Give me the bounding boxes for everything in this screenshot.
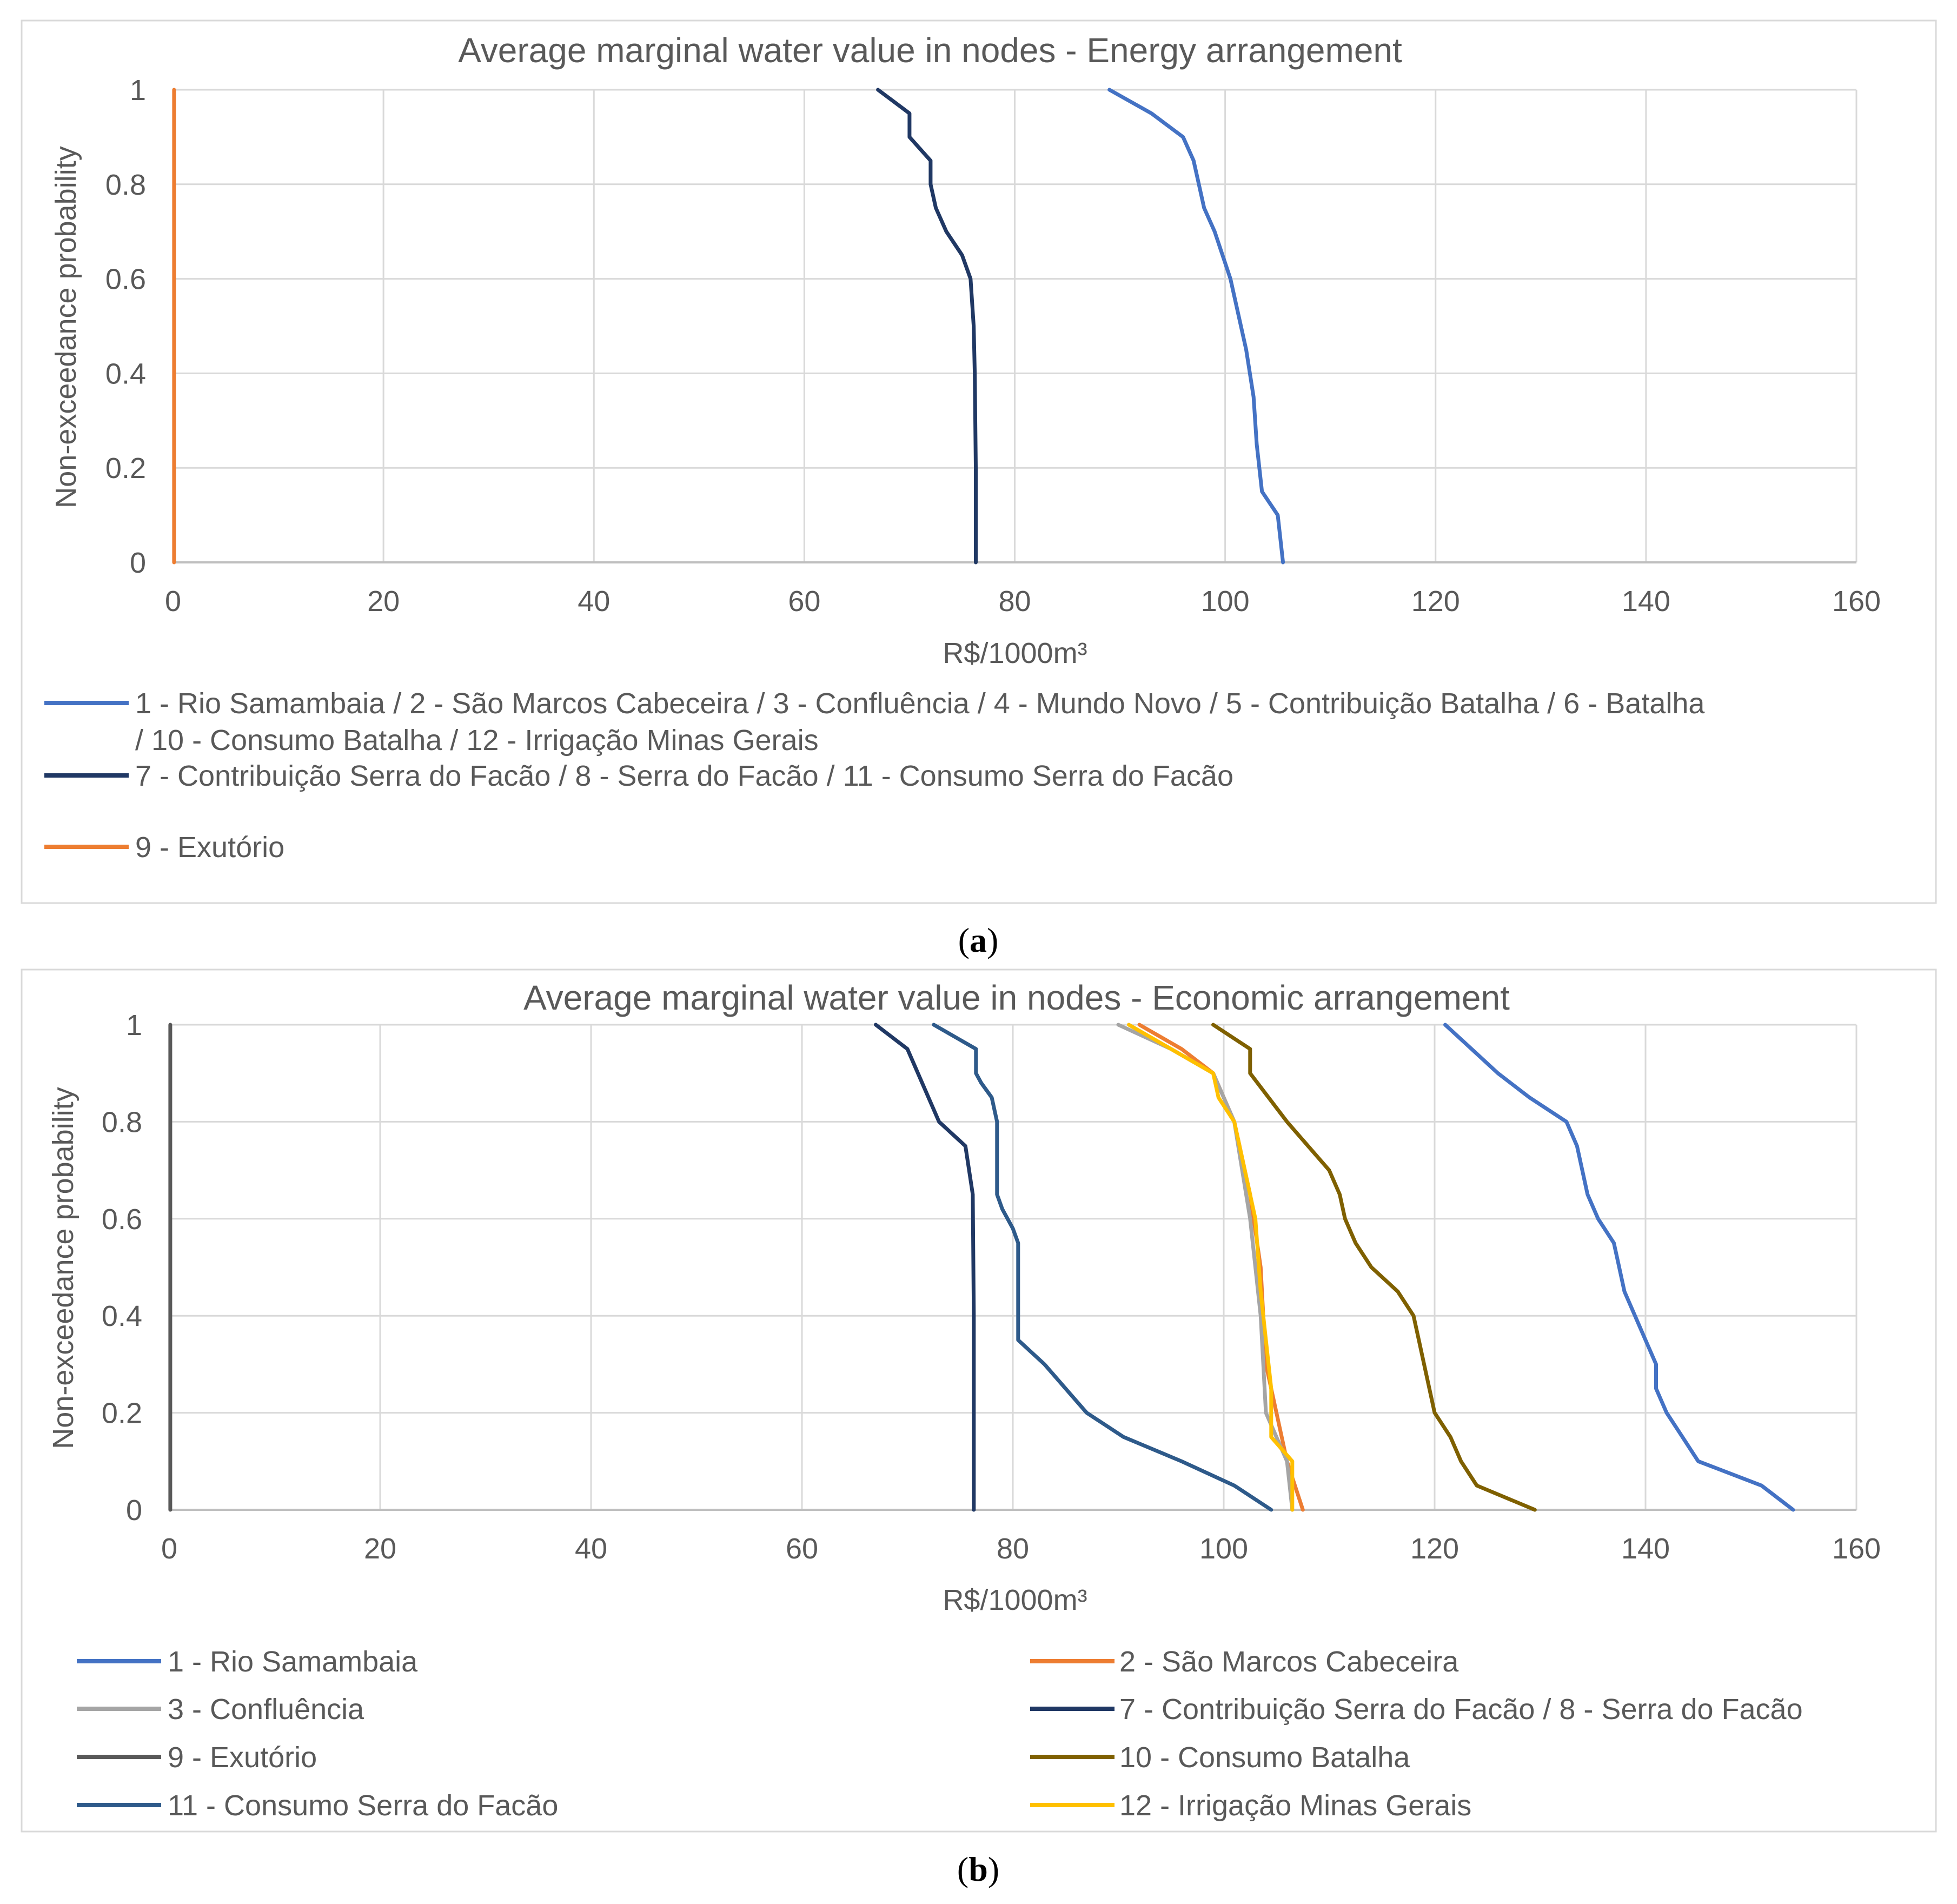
- chart-b-y-ticks: 0 0.2 0.4 0.6 0.8 1: [102, 1009, 142, 1527]
- chart-b-legend: 1 - Rio Samambaia 3 - Confluência 9 - Ex…: [77, 1646, 1803, 1822]
- legend-a-label-series-1-line-2: / 10 - Consumo Batalha / 12 - Irrigação …: [135, 724, 819, 757]
- legend-b-label-series-12: 12 - Irrigação Minas Gerais: [1119, 1789, 1471, 1822]
- chart-a-y-axis-label: Non-exceedance probability: [50, 146, 82, 508]
- chart-b-x-tick-label: 20: [364, 1533, 396, 1565]
- legend-a-label-series-2: 7 - Contribuição Serra do Facão / 8 - Se…: [135, 760, 1233, 792]
- chart-b-series: [168, 1023, 1795, 1512]
- chart-b-y-tick-label: 0.2: [102, 1397, 142, 1430]
- legend-a-label-series-1-line-1: 1 - Rio Samambaia / 2 - São Marcos Cabec…: [135, 687, 1705, 720]
- chart-energy-arrangement: Average marginal water value in nodes - …: [21, 19, 1937, 904]
- chart-b-x-tick-label: 40: [575, 1533, 607, 1565]
- chart-a-y-ticks: 0 0.2 0.4 0.6 0.8 1: [105, 74, 146, 579]
- legend-b-label-series-1: 1 - Rio Samambaia: [168, 1646, 418, 1678]
- chart-a-series-line-1: [1107, 88, 1285, 565]
- chart-b-x-tick-label: 160: [1832, 1533, 1881, 1565]
- chart-a-x-tick-label: 80: [998, 585, 1031, 618]
- legend-b-label-series-9: 9 - Exutório: [168, 1741, 317, 1774]
- chart-b-y-tick-label: 0.6: [102, 1203, 142, 1236]
- chart-a-x-tick-label: 0: [165, 585, 181, 618]
- chart-b-y-tick-label: 1: [126, 1009, 142, 1041]
- chart-b-x-ticks: 0 20 40 60 80 100 120 140 160: [161, 1533, 1881, 1565]
- chart-b-y-tick-label: 0.8: [102, 1106, 142, 1138]
- chart-a-x-ticks: 0 20 40 60 80 100 120 140 160: [165, 585, 1881, 618]
- legend-b-label-series-3: 3 - Confluência: [168, 1693, 364, 1726]
- chart-b-frame: [21, 968, 1937, 1833]
- chart-b-x-tick-label: 140: [1621, 1533, 1670, 1565]
- chart-a-x-tick-label: 120: [1411, 585, 1460, 618]
- chart-a-y-tick-label: 0: [130, 547, 146, 579]
- chart-a-x-tick-label: 20: [367, 585, 400, 618]
- chart-b-x-tick-label: 100: [1199, 1533, 1248, 1565]
- chart-a-x-tick-label: 160: [1832, 585, 1881, 618]
- chart-economic-arrangement: Average marginal water value in nodes - …: [21, 968, 1937, 1833]
- legend-b-label-series-7-8: 7 - Contribuição Serra do Facão / 8 - Se…: [1119, 1693, 1803, 1726]
- chart-a-x-tick-label: 140: [1622, 585, 1670, 618]
- chart-a-legend: 1 - Rio Samambaia / 2 - São Marcos Cabec…: [44, 687, 1705, 864]
- legend-b-label-series-10: 10 - Consumo Batalha: [1119, 1741, 1410, 1774]
- chart-b-y-tick-label: 0.4: [102, 1300, 142, 1332]
- chart-b-title: Average marginal water value in nodes - …: [523, 978, 1510, 1017]
- chart-a-series-line-2: [876, 88, 978, 565]
- chart-b-x-tick-label: 80: [997, 1533, 1029, 1565]
- chart-a-y-tick-label: 1: [130, 74, 146, 107]
- chart-b-x-tick-label: 120: [1410, 1533, 1459, 1565]
- chart-a-title: Average marginal water value in nodes - …: [458, 31, 1402, 70]
- chart-b-series-line-7: [932, 1023, 1273, 1512]
- chart-b-series-line-8: [1127, 1023, 1295, 1512]
- chart-a-y-tick-label: 0.6: [105, 263, 146, 296]
- chart-b-y-tick-label: 0: [126, 1494, 142, 1527]
- chart-b-y-axis-label: Non-exceedance probability: [47, 1087, 79, 1449]
- chart-a-frame: [21, 19, 1937, 904]
- legend-a-label-series-3: 9 - Exutório: [135, 831, 284, 864]
- chart-b-series-line-4: [874, 1023, 976, 1512]
- panel-b-label: (b): [957, 1850, 999, 1888]
- chart-a-y-tick-label: 0.2: [105, 452, 146, 485]
- chart-a-x-tick-label: 40: [578, 585, 610, 618]
- chart-a-y-tick-label: 0.8: [105, 169, 146, 201]
- chart-a-x-tick-label: 60: [788, 585, 820, 618]
- chart-a-y-tick-label: 0.4: [105, 357, 146, 390]
- chart-b-x-axis-label: R$/1000m³: [943, 1584, 1087, 1616]
- legend-b-label-series-11: 11 - Consumo Serra do Facão: [168, 1789, 558, 1822]
- chart-a-x-tick-label: 100: [1201, 585, 1250, 618]
- legend-b-label-series-2: 2 - São Marcos Cabeceira: [1119, 1646, 1459, 1678]
- chart-b-series-line-6: [1211, 1023, 1537, 1512]
- chart-b-series-line-1: [1443, 1023, 1795, 1512]
- chart-b-x-tick-label: 60: [786, 1533, 818, 1565]
- chart-b-x-tick-label: 0: [161, 1533, 177, 1565]
- chart-a-series: [172, 88, 1285, 565]
- chart-a-x-axis-label: R$/1000m³: [943, 637, 1087, 669]
- panel-a-label: (a): [958, 921, 999, 959]
